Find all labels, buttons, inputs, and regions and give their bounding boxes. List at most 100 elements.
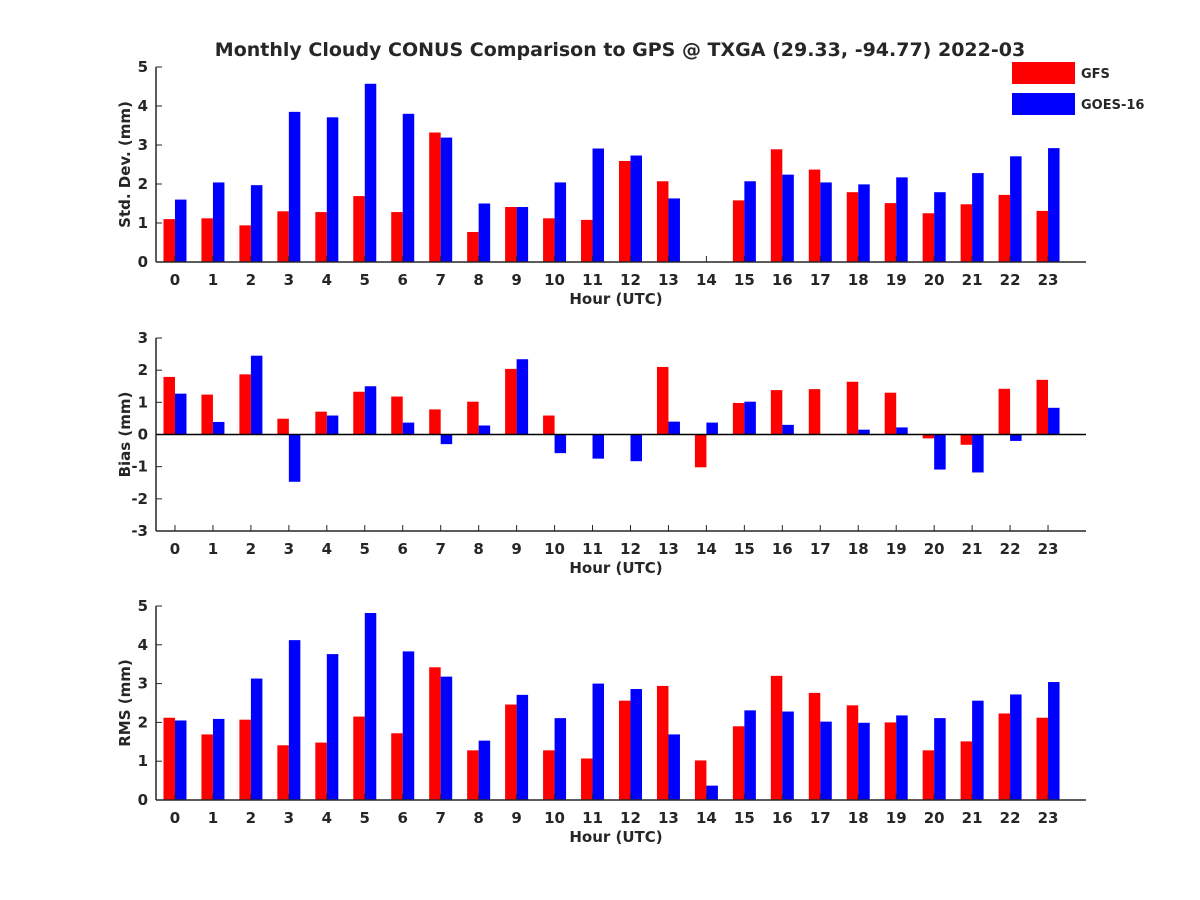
x-tick-label: 18 xyxy=(848,271,869,289)
x-tick-label: 12 xyxy=(620,271,641,289)
y-tick-label: 2 xyxy=(138,175,148,193)
bar xyxy=(478,203,491,262)
bar xyxy=(402,651,415,800)
bar xyxy=(402,422,415,435)
y-tick-label: 0 xyxy=(138,426,148,444)
x-tick-label: 5 xyxy=(360,271,370,289)
bar xyxy=(516,359,529,435)
x-tick-label: 15 xyxy=(734,809,755,827)
bar xyxy=(288,434,301,482)
series-goes-16 xyxy=(174,612,1060,800)
x-tick-label: 20 xyxy=(924,540,945,558)
bar xyxy=(618,700,631,800)
bar xyxy=(808,389,821,435)
x-tick-label: 1 xyxy=(208,809,218,827)
bar xyxy=(960,434,973,445)
chart-title: Monthly Cloudy CONUS Comparison to GPS @… xyxy=(215,39,1025,61)
bar xyxy=(288,111,301,262)
legend-swatch xyxy=(1012,93,1075,115)
bar xyxy=(163,219,175,262)
x-tick-label: 1 xyxy=(208,540,218,558)
x-tick-label: 11 xyxy=(582,271,603,289)
x-tick-label: 11 xyxy=(582,809,603,827)
bar xyxy=(391,212,403,262)
x-tick-label: 8 xyxy=(473,540,483,558)
bar xyxy=(782,711,794,800)
x-tick-label: 17 xyxy=(810,809,831,827)
x-tick-label: 22 xyxy=(1000,809,1021,827)
bar xyxy=(782,174,794,262)
bar xyxy=(516,207,529,262)
x-tick-label: 18 xyxy=(848,540,869,558)
bar xyxy=(1036,717,1049,800)
series-gfs xyxy=(163,667,1049,800)
bar xyxy=(212,182,225,262)
y-tick-label: 3 xyxy=(138,136,148,154)
x-tick-label: 12 xyxy=(620,809,641,827)
series-gfs xyxy=(163,366,1049,468)
x-tick-label: 6 xyxy=(398,540,408,558)
x-tick-label: 10 xyxy=(544,540,565,558)
bar xyxy=(391,396,403,435)
bar xyxy=(884,722,897,800)
bar xyxy=(972,700,984,800)
x-tick-label: 11 xyxy=(582,540,603,558)
bar xyxy=(581,219,593,262)
bar xyxy=(467,231,479,262)
bar xyxy=(543,218,555,262)
bar xyxy=(960,741,973,800)
bar xyxy=(656,366,669,435)
x-tick-label: 19 xyxy=(886,271,907,289)
x-tick-label: 4 xyxy=(322,540,332,558)
bar xyxy=(846,192,859,262)
legend-label: GOES-16 xyxy=(1081,98,1144,113)
bar xyxy=(1048,148,1060,262)
bar xyxy=(277,745,289,800)
bar xyxy=(744,181,756,262)
x-tick-label: 6 xyxy=(398,809,408,827)
x-tick-label: 21 xyxy=(962,271,983,289)
x-tick-label: 10 xyxy=(544,809,565,827)
bar xyxy=(998,713,1011,800)
x-tick-label: 2 xyxy=(246,809,256,827)
y-tick-label: 1 xyxy=(138,393,148,411)
x-tick-label: 7 xyxy=(435,809,445,827)
y-tick-label: 1 xyxy=(138,214,148,232)
bar xyxy=(353,391,365,435)
y-tick-label: 2 xyxy=(138,713,148,731)
x-tick-label: 18 xyxy=(848,809,869,827)
bar xyxy=(315,742,327,800)
bar xyxy=(440,137,453,262)
bar xyxy=(429,409,441,435)
x-tick-label: 1 xyxy=(208,271,218,289)
bar xyxy=(554,434,567,454)
bar xyxy=(630,155,642,262)
bar xyxy=(315,411,327,435)
x-tick-label: 21 xyxy=(962,540,983,558)
bar xyxy=(668,198,680,262)
x-tick-label: 2 xyxy=(246,271,256,289)
x-tick-label: 14 xyxy=(696,540,717,558)
bar xyxy=(201,394,213,435)
bar xyxy=(618,160,631,262)
bar xyxy=(429,667,441,800)
bar xyxy=(353,716,365,800)
bar xyxy=(326,415,339,435)
x-axis-label: Hour (UTC) xyxy=(569,290,662,308)
bar xyxy=(1036,379,1049,435)
x-tick-label: 23 xyxy=(1038,540,1059,558)
bar xyxy=(846,381,859,435)
bar xyxy=(1048,407,1060,435)
y-axis-label: Std. Dev. (mm) xyxy=(116,101,134,228)
x-tick-label: 4 xyxy=(322,271,332,289)
bar xyxy=(277,418,289,435)
x-tick-label: 12 xyxy=(620,540,641,558)
x-tick-label: 16 xyxy=(772,540,793,558)
x-tick-label: 10 xyxy=(544,271,565,289)
bar xyxy=(1010,156,1022,262)
bar xyxy=(744,710,756,800)
x-tick-label: 23 xyxy=(1038,809,1059,827)
bar xyxy=(732,726,745,800)
bar xyxy=(429,132,441,262)
